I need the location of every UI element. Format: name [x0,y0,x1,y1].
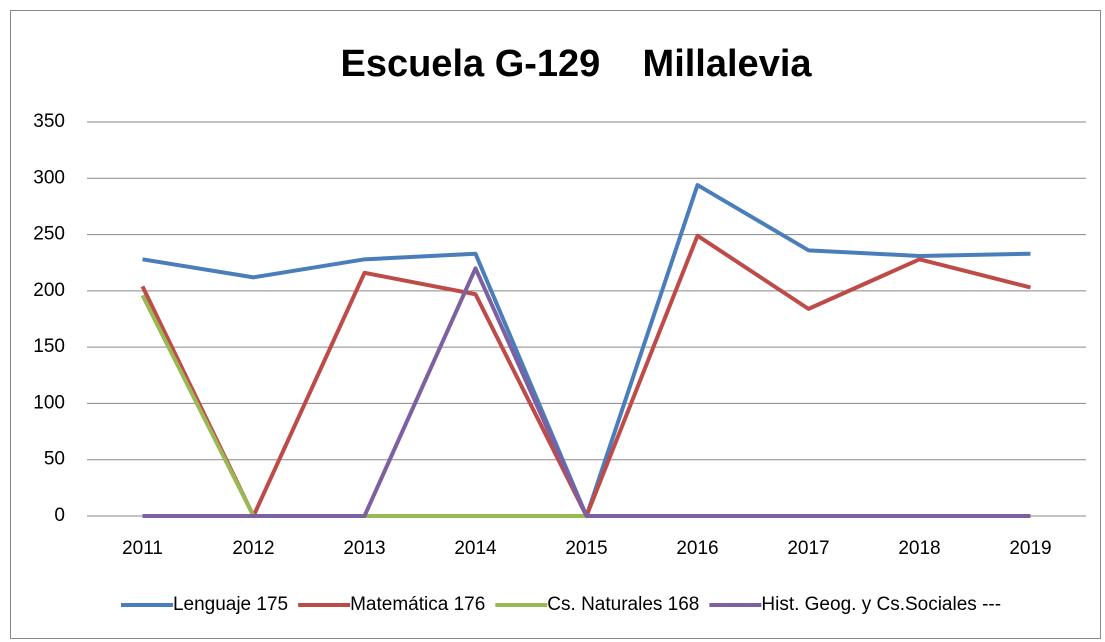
y-tick-label: 100 [33,392,65,413]
y-tick-label: 250 [33,224,65,245]
x-tick-label: 2013 [343,538,385,559]
series-line [142,266,1031,518]
x-tick-label: 2019 [1009,538,1051,559]
x-tick-label: 2011 [122,538,163,559]
legend-label: Hist. Geog. y Cs.Sociales --- [761,594,1001,615]
x-tick-label: 2014 [454,538,497,559]
y-tick-label: 300 [33,167,65,188]
y-tick-label: 350 [33,111,65,132]
chart-frame [10,10,1101,639]
x-tick-label: 2018 [898,538,940,559]
y-tick-label: 150 [33,336,65,357]
x-tick-label: 2016 [676,538,718,559]
legend-label: Matemática 176 [350,594,485,615]
x-tick-label: 2017 [787,538,829,559]
legend-label: Lenguaje 175 [173,594,288,615]
y-tick-label: 200 [33,280,65,301]
y-tick-label: 0 [54,505,65,526]
x-tick-label: 2015 [565,538,607,559]
chart-title: Escuela G-129 Millalevia [340,43,812,85]
legend-label: Cs. Naturales 168 [547,594,699,615]
x-tick-label: 2012 [232,538,274,559]
y-tick-label: 50 [44,449,65,470]
